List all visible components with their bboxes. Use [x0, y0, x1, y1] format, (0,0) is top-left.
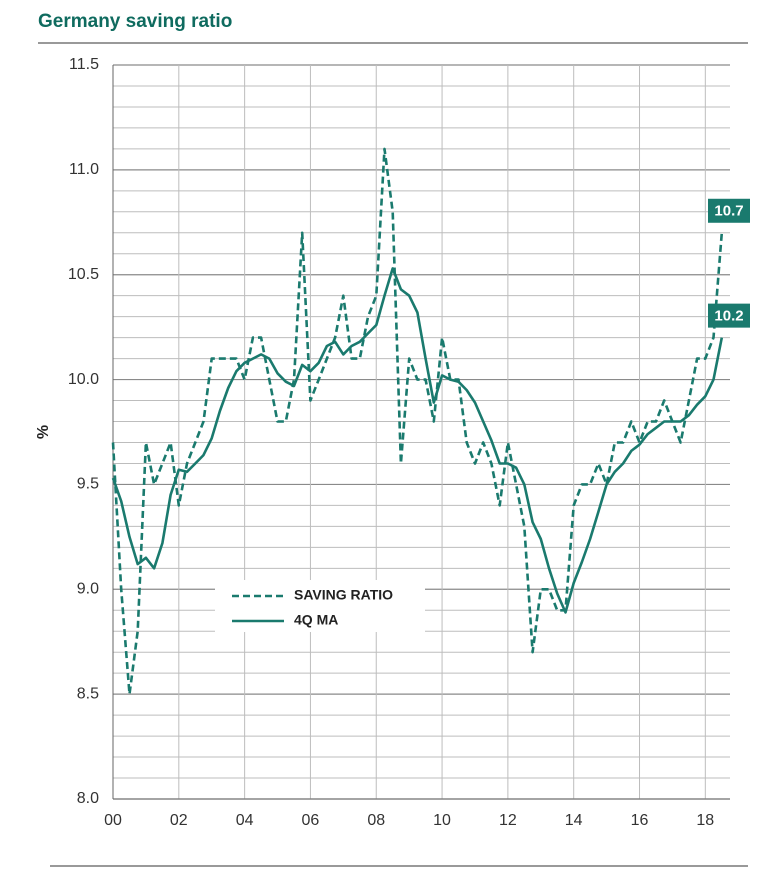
- y-tick-label: 8.0: [77, 790, 99, 807]
- legend-label: SAVING RATIO: [294, 587, 393, 603]
- x-tick-label: 02: [170, 812, 188, 829]
- end-label: 10.7: [714, 203, 743, 220]
- x-tick-label: 14: [565, 812, 583, 829]
- x-tick-label: 18: [696, 812, 714, 829]
- y-tick-label: 9.0: [77, 581, 99, 598]
- series-line: [111, 147, 724, 696]
- y-tick-label: 11.5: [69, 56, 99, 73]
- x-tick-label: 06: [302, 812, 320, 829]
- y-axis-label: %: [35, 425, 52, 439]
- end-label: 10.2: [714, 308, 743, 325]
- y-tick-label: 8.5: [77, 685, 99, 702]
- x-tick-label: 00: [104, 812, 122, 829]
- x-tick-label: 12: [499, 812, 517, 829]
- x-tick-label: 10: [433, 812, 451, 829]
- y-tick-label: 10.0: [68, 371, 99, 388]
- legend-box: [215, 580, 425, 632]
- legend: SAVING RATIO 4Q MA: [215, 580, 425, 632]
- chart-title: Germany saving ratio: [38, 11, 232, 32]
- legend-label: 4Q MA: [294, 612, 338, 628]
- end-label-box: [708, 198, 750, 223]
- series-line: [111, 267, 724, 614]
- x-tick-label: 08: [367, 812, 385, 829]
- y-tick-label: 9.5: [77, 476, 99, 493]
- y-tick-label: 10.5: [68, 266, 99, 283]
- y-tick-label: 11.0: [69, 161, 99, 178]
- end-label-box: [708, 303, 750, 328]
- x-tick-label: 16: [631, 812, 649, 829]
- x-tick-label: 04: [236, 812, 254, 829]
